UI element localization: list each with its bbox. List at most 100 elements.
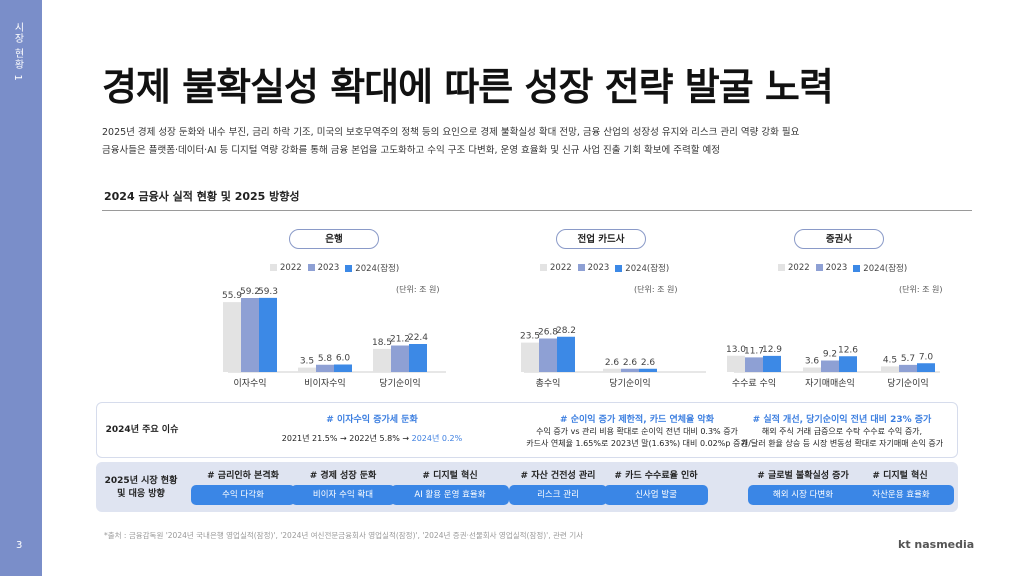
category-label: 비이자수익 [304,377,345,389]
data-label: 3.5 [300,357,314,367]
data-label: 23.5 [520,332,540,342]
response-tag-button[interactable]: 해외 시장 다변화 [748,485,858,505]
response-tag-button[interactable]: 비이자 수익 확대 [291,485,395,505]
issue-body-securities-1: 해외 주식 거래 급증으로 수탁 수수료 수익 증가, [761,427,923,436]
data-label: 11.7 [744,346,764,356]
section-divider [102,210,972,211]
issue-body-bank-highlight: 2024년 0.2% [411,434,463,443]
issue-head-bank: # 이자수익 증가세 둔화 [326,415,418,425]
category-label: 이자수익 [233,377,266,389]
bar-bank-2-0 [373,348,391,372]
response-row-label-line-2: 및 대응 방향 [117,489,165,499]
legend-2024: 2024(잠정) [355,264,400,274]
bar-bank-1-1 [316,364,334,372]
response-head: # 자산 건전성 관리 [520,471,596,481]
bar-securities-2-2 [917,363,935,372]
data-label: 26.8 [538,328,558,338]
response-tag-button[interactable]: AI 활용 운영 효율화 [391,485,509,505]
response-tag-button[interactable]: 신사업 발굴 [604,485,708,505]
legend-2022: 2022 [788,263,810,273]
bar-securities-0-0 [727,355,745,372]
data-label: 5.7 [901,354,915,364]
bar-bank-2-2 [409,344,427,372]
bar-bank-0-0 [223,302,241,372]
issues-row-label: 2024년 주요 이슈 [105,425,179,435]
response-tag-button[interactable]: 수익 다각화 [191,485,295,505]
response-tag-button[interactable]: 리스크 관리 [509,485,607,505]
bar-securities-1-2 [839,356,857,372]
legend-2023: 2023 [825,263,848,273]
response-head: # 카드 수수료율 인하 [614,471,698,481]
response-tag-button[interactable]: 자산운용 효율화 [848,485,954,505]
legend-2023: 2023 [317,263,340,273]
bar-securities-2-1 [899,364,917,372]
legend-2022: 2022 [550,263,572,273]
bar-card-0-0 [521,342,539,372]
page-number: 3 [16,540,23,551]
legend-bank: 2022 2023 2024(잠정) [270,262,399,274]
panel-title-bank: 은행 [289,229,379,249]
source-footnote: *출처 : 금융감독원 '2024년 국내은행 영업실적(잠정)', '2024… [104,531,583,540]
issue-body-bank: 2021년 21.5% → 2022년 5.8% → 2024년 0.2% [242,433,502,444]
data-label: 6.0 [336,354,351,364]
bar-bank-2-1 [391,345,409,372]
bar-charts: 55.959.259.3 이자수익 3.5 5.8 6.0 비이자수익 18.521.222… [222,287,940,389]
data-label: 3.6 [805,357,820,367]
brand-logo: kt nasmedia [898,538,975,551]
issue-head-securities: # 실적 개선, 당기순이익 전년 대비 23% 증가 [752,415,932,425]
data-label: 28.2 [556,326,576,336]
data-label: 7.0 [919,352,934,362]
legend-card: 2022 2023 2024(잠정) [540,262,669,274]
bar-bank-1-2 [334,364,352,372]
data-label: 12.6 [838,345,858,355]
data-label: 22.4 [408,333,428,343]
category-label: 총수익 [536,377,561,389]
bar-card-1-2 [639,368,657,372]
response-head: # 경제 성장 둔화 [309,471,377,481]
response-head: # 글로벌 불확실성 증가 [757,471,849,481]
unit-label-bank: (단위: 조 원) [396,285,440,294]
issue-body-securities-2: 원/달러 환율 상승 등 시장 변동성 확대로 자기매매 손익 증가 [740,439,944,448]
legend-2023: 2023 [587,263,610,273]
section-title: 2024 금융사 실적 현황 및 2025 방향성 [104,190,300,203]
data-label: 5.8 [318,354,333,364]
data-label: 2.6 [641,358,656,368]
sidebar-section-title: 시장 현황 1 [12,22,23,82]
issue-body-card-2: 카드사 연체율 1.65%로 2023년 말(1.63%) 대비 0.02%p … [526,439,748,448]
response-row-label-line-1: 2025년 시장 현황 [104,476,178,486]
bar-card-0-1 [539,338,557,372]
issue-body-card-1: 수익 증가 vs 관리 비용 확대로 순이익 전년 대비 0.3% 증가 [536,427,738,436]
issues-box: 2024년 주요 이슈 # 이자수익 증가세 둔화 2021년 21.5% → … [96,402,958,458]
legend-2024: 2024(잠정) [863,264,908,274]
bar-securities-0-2 [763,355,781,372]
data-label: 2.6 [605,358,620,368]
issue-head-card: # 순이익 증가 제한적, 카드 연체율 악화 [560,415,714,425]
data-label: 12.9 [762,345,782,355]
response-box: 2025년 시장 현황 및 대응 방향 # 금리인하 본격화 수익 다각화 # … [96,462,958,512]
response-head: # 디지털 혁신 [872,471,928,481]
data-label: 59.3 [258,287,278,297]
category-label: 수수료 수익 [732,377,776,389]
bar-bank-1-0 [298,367,316,372]
description-line-1: 2025년 경제 성장 둔화와 내수 부진, 금리 하락 기조, 미국의 보호무… [102,127,800,138]
data-label: 59.2 [240,287,260,297]
unit-label-card: (단위: 조 원) [634,285,678,294]
category-label: 당기순이익 [887,377,928,389]
response-row-label: 2025년 시장 현황 및 대응 방향 [96,475,186,501]
page-title: 경제 불확실성 확대에 따른 성장 전략 발굴 노력 [102,65,834,109]
sidebar: 시장 현황 1 3 [0,0,42,576]
bar-card-1-0 [603,368,621,372]
description-line-2: 금융사들은 플랫폼·데이터·AI 등 디지털 역량 강화를 통해 금융 본업을 … [102,145,720,156]
data-label: 55.9 [222,291,242,301]
data-label: 2.6 [623,358,638,368]
bar-securities-1-1 [821,360,839,372]
data-label: 13.0 [726,345,746,355]
legend-securities: 2022 2023 2024(잠정) [778,262,907,274]
data-label: 18.5 [372,338,392,348]
bar-bank-0-2 [259,297,277,372]
response-head: # 디지털 혁신 [422,471,478,481]
bar-card-1-1 [621,368,639,372]
category-label: 당기순이익 [609,377,650,389]
bar-securities-0-1 [745,357,763,372]
bar-bank-0-1 [241,298,259,372]
